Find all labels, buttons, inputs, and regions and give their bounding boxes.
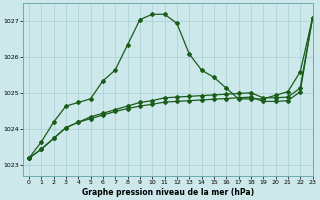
X-axis label: Graphe pression niveau de la mer (hPa): Graphe pression niveau de la mer (hPa): [82, 188, 254, 197]
